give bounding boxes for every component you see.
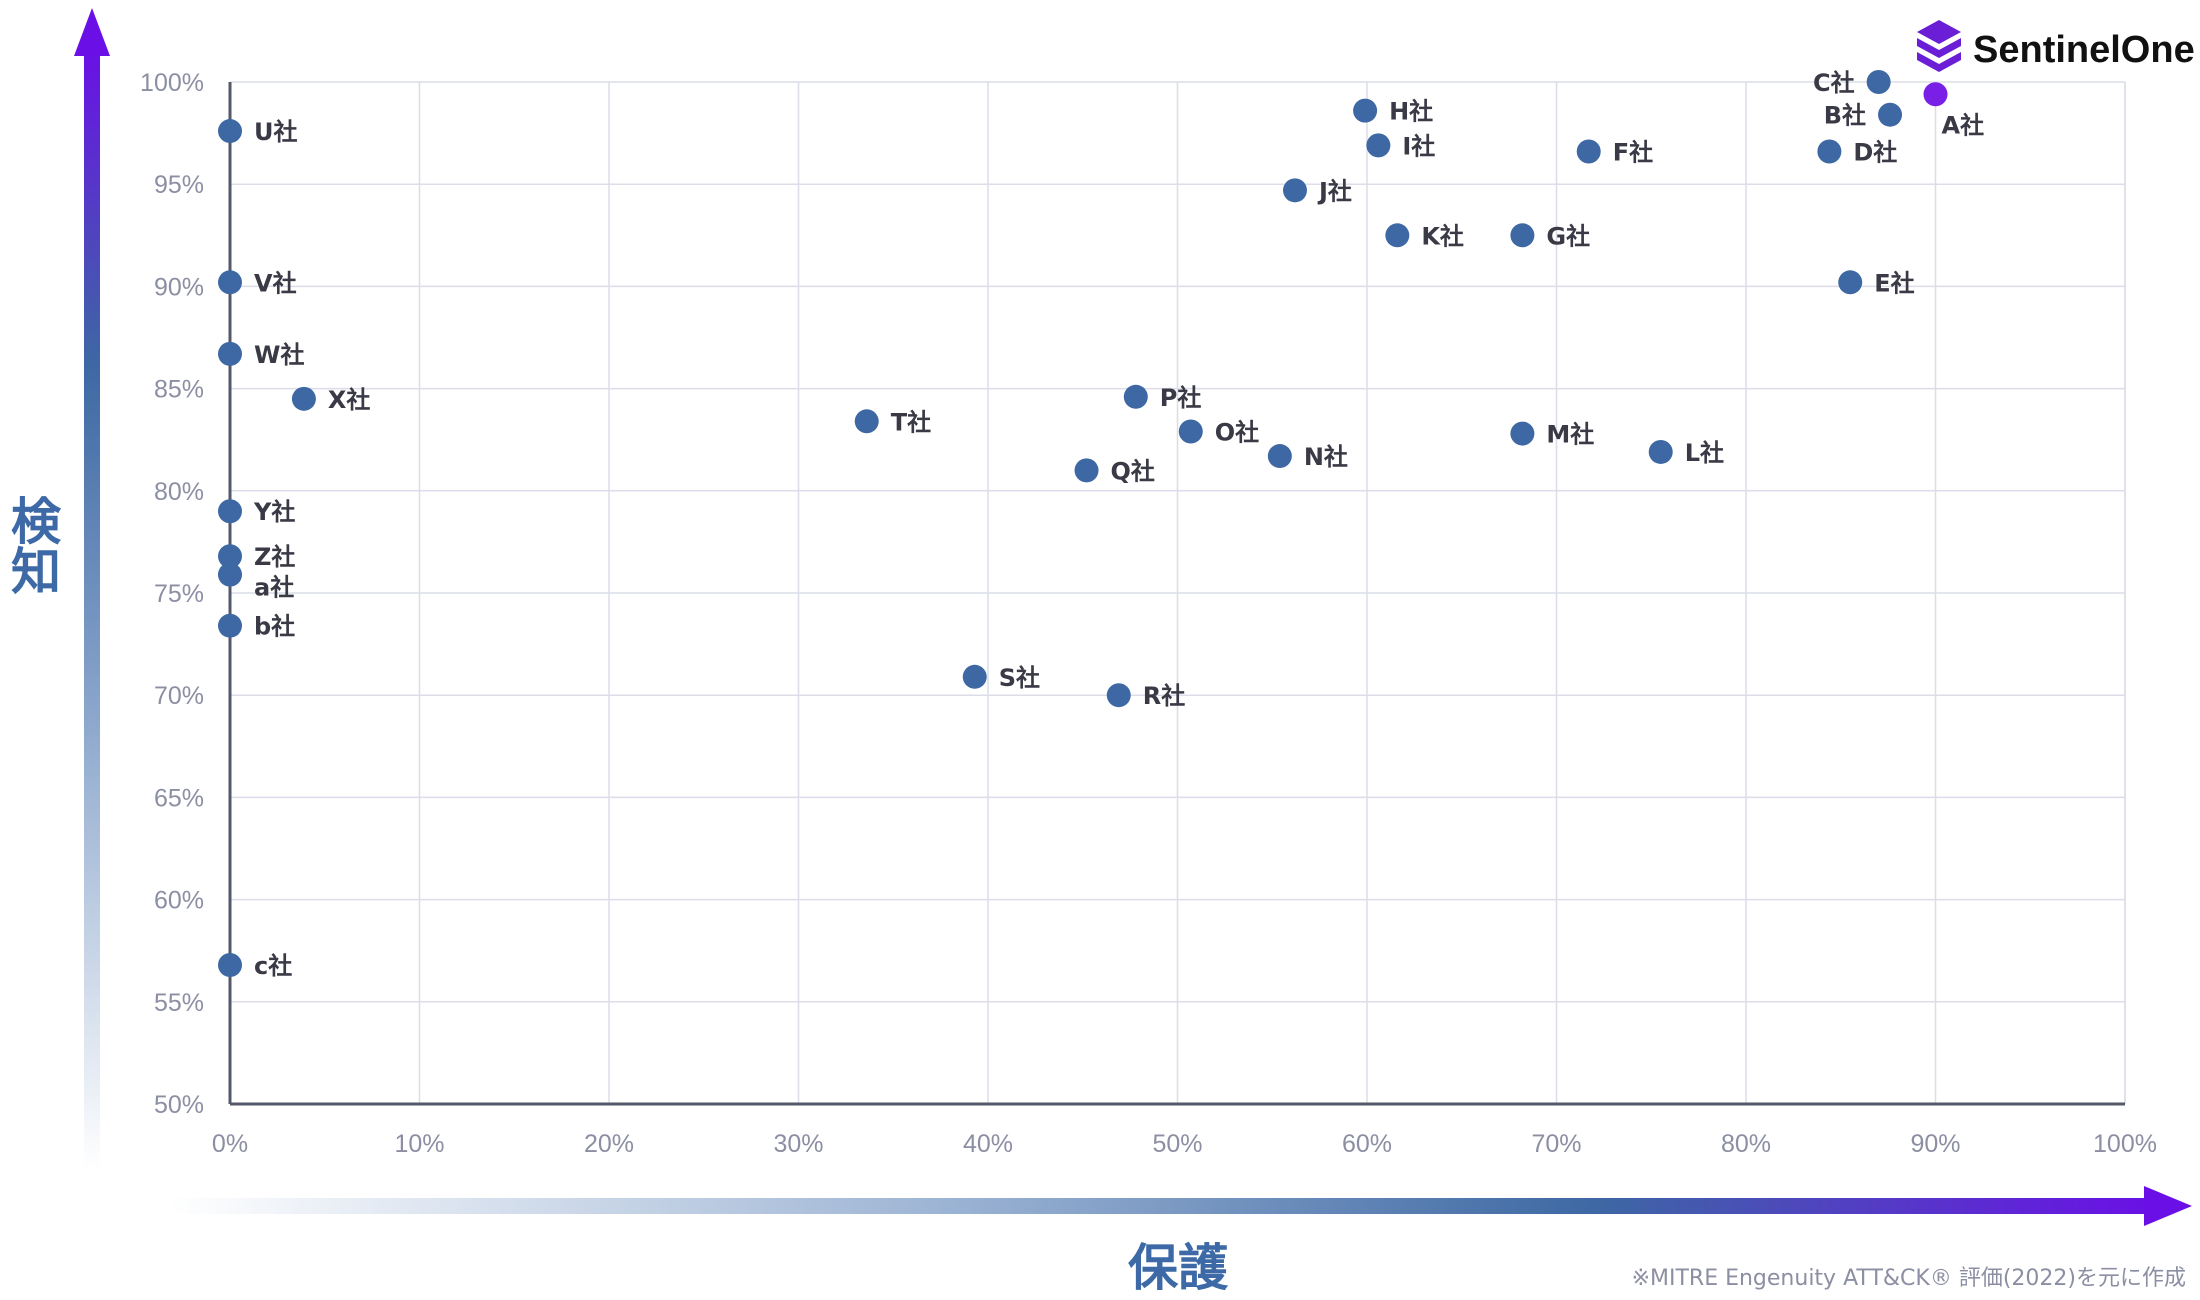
point-label: I社 xyxy=(1402,132,1435,160)
data-point xyxy=(218,613,242,638)
point-label: W社 xyxy=(254,341,304,369)
x-tick-label: 0% xyxy=(212,1130,248,1158)
x-tick-label: 40% xyxy=(963,1130,1013,1158)
point-label: F社 xyxy=(1613,138,1653,166)
data-point xyxy=(218,119,242,144)
data-point xyxy=(291,386,316,411)
data-point xyxy=(1267,444,1292,469)
y-tick-labels: 50% 55% 60% 65% 70% 75% 80% 85% 90% 95% 100% xyxy=(140,69,204,1119)
data-point xyxy=(854,409,879,434)
point-label: C社 xyxy=(1813,69,1855,97)
point-label: U社 xyxy=(254,118,298,146)
data-point xyxy=(218,270,242,295)
y-tick-label: 60% xyxy=(154,887,204,915)
data-point xyxy=(1510,421,1535,446)
x-tick-labels: 0% 10% 20% 30% 40% 50% 60% 70% 80% 90% 100% xyxy=(212,1130,2157,1158)
data-point xyxy=(1353,98,1378,123)
y-axis-title: 検知 xyxy=(3,495,61,595)
data-point xyxy=(1366,133,1391,158)
y-tick-label: 70% xyxy=(154,682,204,710)
point-label: a社 xyxy=(254,574,294,602)
data-point xyxy=(1838,270,1863,295)
point-label: H社 xyxy=(1389,98,1433,126)
y-tick-label: 80% xyxy=(154,478,204,506)
axes xyxy=(228,82,2125,1106)
point-label: A社 xyxy=(1942,111,1985,139)
data-point xyxy=(1106,683,1131,708)
x-tick-label: 10% xyxy=(394,1130,444,1158)
y-tick-label: 65% xyxy=(154,784,204,812)
point-label: D社 xyxy=(1853,138,1897,166)
x-tick-label: 80% xyxy=(1721,1130,1771,1158)
point-label: J社 xyxy=(1317,177,1352,205)
point-label: E社 xyxy=(1874,269,1914,297)
data-point xyxy=(218,953,242,978)
data-point xyxy=(1648,439,1673,464)
data-point xyxy=(1178,419,1203,444)
sentinelone-logo-icon xyxy=(1917,20,1961,72)
y-tick-label: 100% xyxy=(140,69,204,97)
data-point xyxy=(1878,102,1903,127)
data-point xyxy=(1123,384,1148,409)
x-tick-label: 50% xyxy=(1152,1130,1202,1158)
x-tick-label: 20% xyxy=(584,1130,634,1158)
data-point xyxy=(218,544,242,569)
x-tick-label: 100% xyxy=(2093,1130,2157,1158)
point-label: R社 xyxy=(1143,682,1185,710)
y-tick-label: 55% xyxy=(154,989,204,1017)
data-point xyxy=(1866,70,1891,94)
brand-logo: SentinelOne xyxy=(1917,20,2195,72)
point-label: G社 xyxy=(1546,222,1590,250)
point-label: Q社 xyxy=(1111,457,1155,485)
data-point xyxy=(962,664,987,689)
data-point xyxy=(1074,458,1099,483)
point-label: K社 xyxy=(1421,222,1464,250)
x-tick-label: 70% xyxy=(1531,1130,1581,1158)
point-label: B社 xyxy=(1824,102,1866,130)
x-tick-label: 30% xyxy=(773,1130,823,1158)
point-label: L社 xyxy=(1685,439,1724,467)
data-point xyxy=(1576,139,1601,164)
y-axis-arrow xyxy=(74,8,110,1170)
data-point xyxy=(1282,178,1307,203)
point-label: c社 xyxy=(254,952,292,980)
y-tick-label: 95% xyxy=(154,171,204,199)
point-label: P社 xyxy=(1160,384,1202,412)
data-point xyxy=(218,499,242,524)
data-point xyxy=(218,562,242,587)
data-point xyxy=(1923,82,1948,107)
point-label: Z社 xyxy=(254,543,295,571)
y-tick-label: 85% xyxy=(154,376,204,404)
data-point xyxy=(1510,223,1535,248)
brand-name: SentinelOne xyxy=(1973,29,2195,71)
point-label: X社 xyxy=(328,386,371,414)
x-tick-label: 60% xyxy=(1342,1130,1392,1158)
point-label: b社 xyxy=(254,613,295,641)
grid xyxy=(230,81,2126,1104)
point-label: V社 xyxy=(254,269,297,297)
y-tick-label: 90% xyxy=(154,273,204,301)
point-label: S社 xyxy=(999,664,1040,692)
data-point xyxy=(1385,223,1410,248)
y-tick-label: 75% xyxy=(154,580,204,608)
point-label: T社 xyxy=(891,408,931,436)
data-point xyxy=(218,341,242,366)
y-tick-label: 50% xyxy=(154,1091,204,1119)
x-axis-title: 保護 xyxy=(1128,1239,1229,1297)
point-label: M社 xyxy=(1546,421,1594,449)
data-points: A社 B社 C社 D社 E社 F社 G社 H社 I社 J社 K社 L社 M社 N社 O社 P社 Q社 R社 S社 T社… xyxy=(218,69,1984,980)
point-label: Y社 xyxy=(253,498,295,526)
point-label: O社 xyxy=(1215,419,1259,447)
data-point xyxy=(1817,139,1842,164)
x-tick-label: 90% xyxy=(1910,1130,1960,1158)
source-footnote: ※MITRE Engenuity ATT&CK® 評価(2022)を元に作成 xyxy=(1632,1266,2186,1291)
point-label: N社 xyxy=(1304,443,1348,471)
x-axis-arrow xyxy=(170,1186,2192,1226)
